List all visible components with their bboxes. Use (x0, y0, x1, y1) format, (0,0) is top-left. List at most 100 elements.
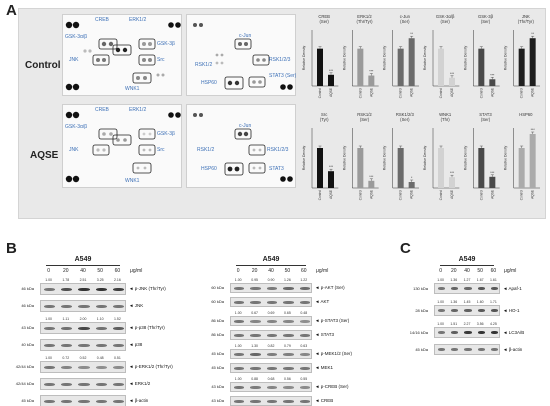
kda-label: 43 kDa (21, 325, 34, 330)
array-label-wnk1: WNK1 (125, 86, 140, 92)
panel-b-letter: B (6, 240, 17, 257)
y-axis-label: Relative Density (463, 45, 467, 70)
blot-strip (230, 382, 312, 392)
quant-value: 1.00 (45, 317, 52, 321)
blot-title: A549 (262, 256, 280, 263)
blot-band (234, 367, 245, 370)
blot-band (283, 334, 294, 337)
significance-label: *** (450, 171, 455, 175)
quant-value: 0.63 (300, 344, 308, 348)
blot-band (464, 348, 472, 352)
array-label-src: Src (157, 147, 165, 153)
quant-value: 0.79 (283, 344, 291, 348)
bar (408, 38, 415, 86)
control-right-array: c-Jun RSK1/2/3 RSK1/2 STAT3 (Ser) HSP60 (186, 14, 296, 96)
blot-band (250, 301, 261, 304)
aqse-left-array: CREB ERK1/2 GSK-3α/β GSK-3β JNK Src WNK1 (62, 104, 182, 188)
blot-band (78, 326, 90, 331)
blot-band (78, 365, 90, 370)
dose-label: 60 (114, 268, 121, 274)
control-left-array: CREB ERK1/2 GSK-3α/β GSK-3β JNK Src WNK1 (62, 14, 182, 96)
blot-strip (434, 344, 500, 355)
series-title-sub: (Ser) (320, 19, 330, 24)
quant-value: 0.55 (300, 377, 308, 381)
bar-charts-top: CREB (Ser) Relative Density Control *** AQSE E… (300, 12, 542, 106)
blot-band (299, 400, 310, 403)
quant-value: 0.52 (79, 356, 87, 360)
bar (368, 75, 375, 86)
blot-band (78, 287, 90, 292)
quant-value: 1.00 (234, 311, 242, 315)
quant-value: 1.00 (437, 322, 444, 326)
dose-label: 20 (63, 268, 69, 274)
quant-value: 0.68 (267, 377, 275, 381)
quant-value: 0.51 (113, 356, 121, 360)
kda-label: 43 kDa (211, 398, 224, 403)
title-underline (46, 265, 120, 266)
blot-band (44, 343, 56, 348)
blot-band (112, 326, 124, 331)
x-tick-label: AQSE (450, 190, 454, 199)
blot-band (477, 287, 485, 291)
blot-band (451, 287, 459, 291)
blot-band (299, 320, 310, 323)
y-axis-label: Relative Density (463, 145, 467, 170)
protein-label: ◄ p-JNK (Thr/Tyr) (129, 286, 166, 291)
blot-band (250, 320, 261, 323)
bar (478, 48, 485, 86)
blot-band (44, 326, 56, 331)
kda-label: 86 kDa (211, 332, 224, 337)
quant-value: 2.51 (79, 278, 87, 282)
quant-value: 1.00 (234, 377, 242, 381)
x-tick-label: Control (318, 88, 322, 99)
blot-band (61, 326, 73, 331)
kda-label: 14/16 kDa (409, 329, 428, 335)
x-tick-label: Control (399, 190, 403, 201)
blot-band (95, 304, 107, 309)
x-tick-label: AQSE (531, 190, 535, 199)
blot-band (283, 301, 294, 304)
blot-band (283, 386, 294, 389)
blot-band (112, 399, 124, 404)
bar (328, 171, 334, 188)
x-tick-label: AQSE (490, 190, 494, 199)
blot-band (44, 382, 56, 387)
blot-band (61, 382, 73, 387)
blot-band (250, 400, 261, 403)
x-tick-label: AQSE (531, 88, 535, 97)
panel-a-letter: A (6, 2, 17, 19)
bar (357, 148, 364, 188)
blot-band (266, 353, 278, 356)
bar (317, 48, 323, 86)
significance-label: * (411, 176, 413, 180)
quant-value: 3.56 (476, 322, 484, 326)
series-title-sub: (Ser) (400, 19, 410, 24)
y-axis-label: Relative Density (423, 45, 427, 70)
bar (489, 79, 496, 86)
blot-band (250, 386, 261, 389)
y-axis-label: Relative Density (504, 145, 508, 170)
significance-label: *** (329, 165, 334, 169)
quant-value: 0.48 (96, 356, 104, 360)
dose-label: 40 (268, 268, 274, 274)
blot-strip (434, 327, 500, 338)
blot-band (44, 304, 56, 309)
series-title: WNK1 (439, 112, 452, 117)
blot-band (283, 287, 294, 290)
title-underline (440, 265, 494, 266)
quant-value: 1.11 (62, 317, 70, 321)
blot-band (438, 287, 446, 291)
bar (328, 74, 334, 86)
blot-band (283, 367, 294, 370)
bar (438, 148, 444, 188)
quant-value: 0.48 (300, 311, 308, 315)
protein-label: ◄ p-AKT (Ser) (315, 285, 345, 290)
array-label-hsp60: HSP60 (201, 166, 217, 172)
series-title-sub: (Thr/Tyr) (356, 19, 373, 24)
kda-label: 45 kDa (415, 346, 428, 352)
blot-band (266, 386, 278, 389)
series-title-sub: (Ser) (400, 117, 410, 122)
array-label-creb: CREB (95, 107, 109, 113)
array-label-jnk: JNK (69, 147, 79, 153)
array-label-stat3: STAT3 (Ser) (269, 73, 297, 79)
